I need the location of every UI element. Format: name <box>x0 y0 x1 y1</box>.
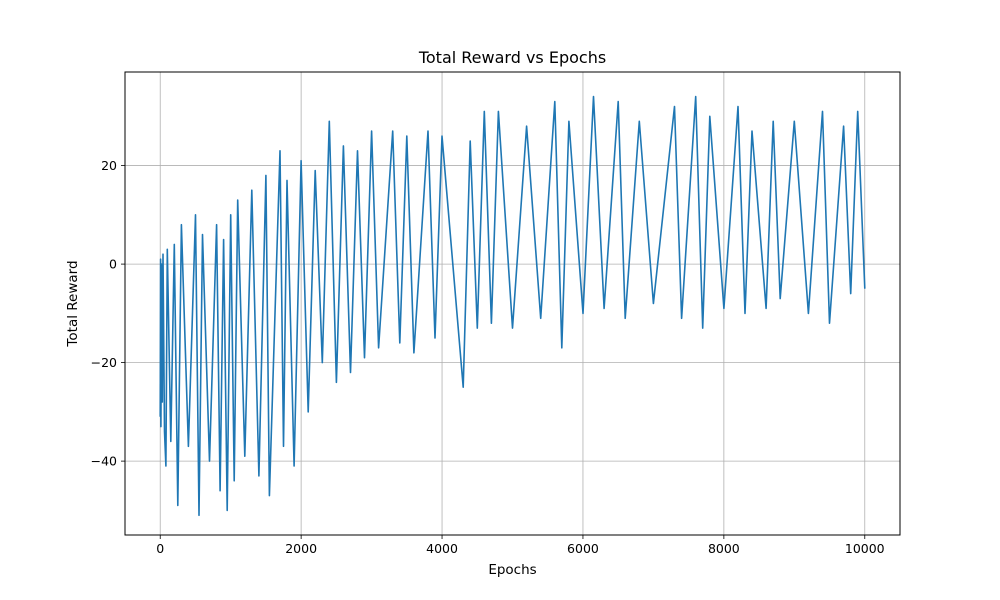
x-tick-label: 0 <box>156 541 164 556</box>
series-line <box>159 95 866 517</box>
x-tick-label: 8000 <box>708 541 740 556</box>
y-tick-label: −40 <box>91 454 117 469</box>
y-tick-label: 20 <box>101 158 117 173</box>
x-tick-label: 6000 <box>567 541 599 556</box>
y-axis: −40 −20 0 20 <box>91 158 125 469</box>
plot-frame <box>124 71 901 536</box>
chart-title: Total Reward vs Epochs <box>418 48 606 67</box>
x-tick-label: 4000 <box>426 541 458 556</box>
y-tick-label: −20 <box>91 355 117 370</box>
y-axis-label: Total Reward <box>65 260 81 347</box>
x-tick-label: 2000 <box>285 541 317 556</box>
x-tick-label: 10000 <box>845 541 885 556</box>
y-tick-label: 0 <box>109 257 117 272</box>
x-axis: 0 2000 4000 6000 8000 10000 <box>156 535 885 556</box>
series-layer <box>159 95 866 517</box>
x-axis-label: Epochs <box>488 562 536 578</box>
